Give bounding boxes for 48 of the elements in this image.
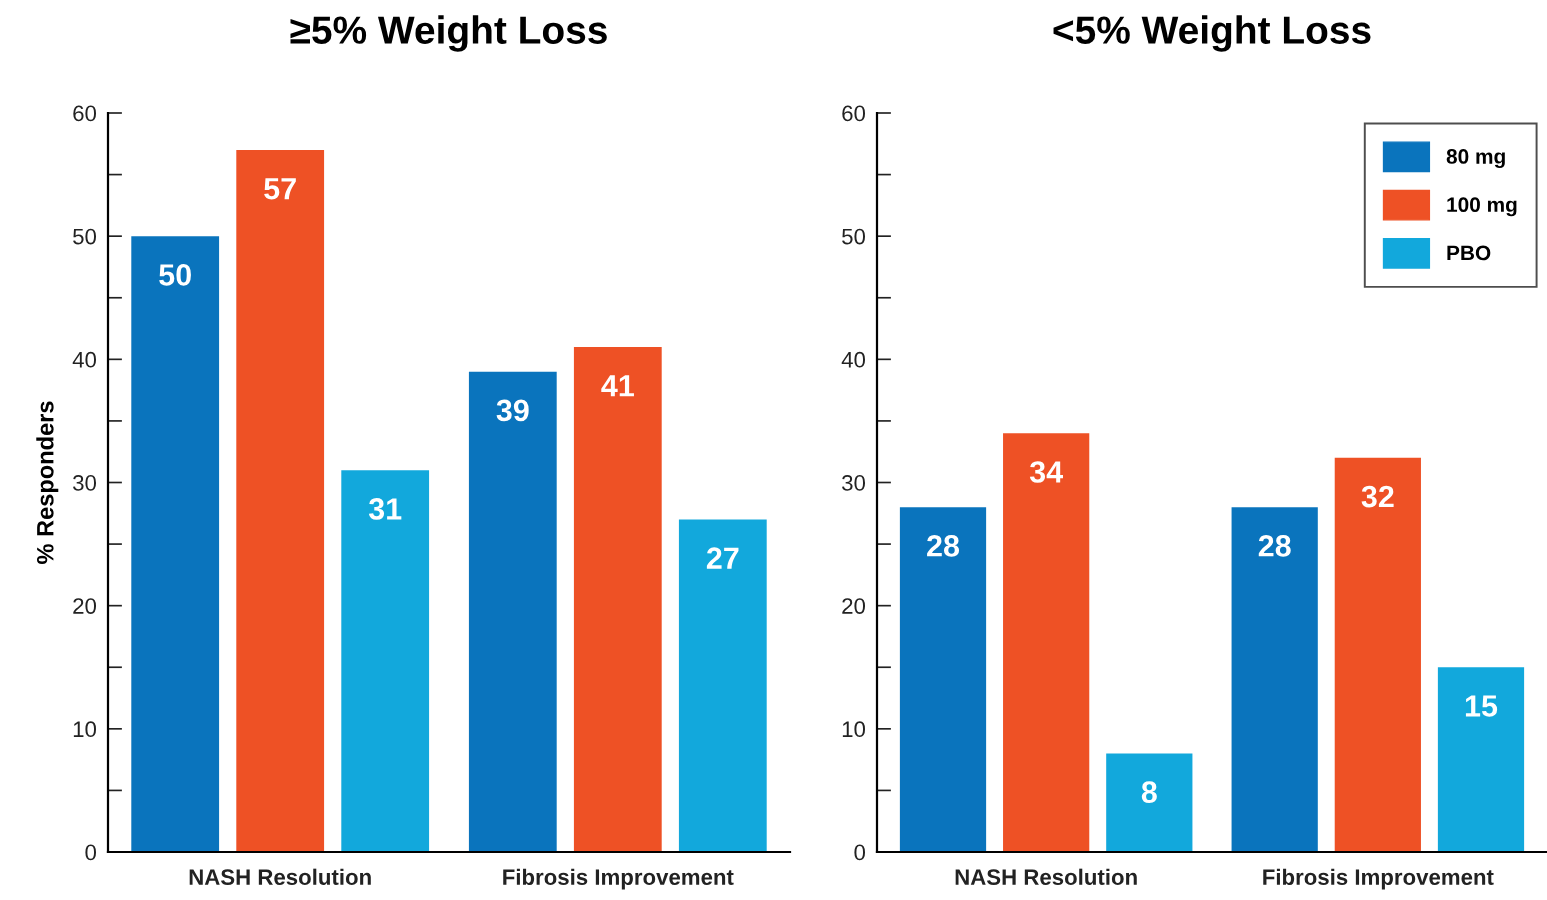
y-tick-label: 20 (842, 598, 866, 614)
y-tick-label: 30 (842, 475, 866, 491)
bar (468, 371, 557, 852)
data-label: 41 (601, 375, 634, 397)
data-label: 57 (264, 178, 296, 200)
data-label: 28 (927, 535, 960, 557)
y-tick-label: 0 (85, 844, 97, 861)
data-label: 39 (496, 399, 529, 422)
x-tick-label: Fibrosis Improvement (1263, 868, 1494, 890)
legend-label: PBO (1447, 245, 1491, 261)
bar (1106, 753, 1193, 852)
y-tick-label: 30 (73, 475, 97, 491)
y-tick-label: 50 (73, 228, 97, 245)
y-tick-label: 40 (841, 351, 866, 368)
legend-label: 80 mg (1446, 149, 1505, 169)
data-label: 15 (1465, 695, 1498, 717)
data-label: 50 (159, 264, 191, 286)
chart-title: ≥5% Weight Loss (290, 15, 607, 52)
bar (236, 149, 325, 852)
bar (341, 470, 430, 852)
chart-title: <5% Weight Loss (1053, 15, 1371, 52)
data-label: 8 (1141, 781, 1157, 804)
data-label: 32 (1361, 485, 1394, 508)
data-label: 34 (1029, 461, 1063, 483)
y-tick-label: 10 (842, 721, 866, 738)
y-tick-label: 50 (842, 228, 866, 245)
y-tick-label: 20 (73, 598, 97, 614)
bar (573, 347, 662, 852)
bar (1003, 433, 1090, 852)
x-tick-label: Fibrosis Improvement (503, 868, 734, 890)
data-label: 28 (1258, 535, 1291, 557)
bar (131, 236, 220, 852)
data-label: 27 (706, 547, 739, 569)
y-tick-label: 60 (73, 105, 97, 122)
legend-label: 100 mg (1447, 197, 1517, 217)
bar (1437, 667, 1525, 852)
bar (678, 519, 767, 852)
y-tick-label: 10 (73, 721, 97, 738)
y-tick-label: 60 (842, 105, 866, 122)
x-tick-label: NASH Resolution (189, 868, 371, 885)
x-tick-label: NASH Resolution (955, 868, 1137, 885)
data-label: 31 (368, 498, 402, 520)
y-tick-label: 40 (72, 351, 97, 368)
bar (1231, 507, 1318, 852)
bar (899, 507, 987, 852)
bar (1334, 457, 1421, 852)
y-tick-label: 0 (854, 844, 866, 861)
y-axis-title: % Responders (36, 401, 59, 564)
